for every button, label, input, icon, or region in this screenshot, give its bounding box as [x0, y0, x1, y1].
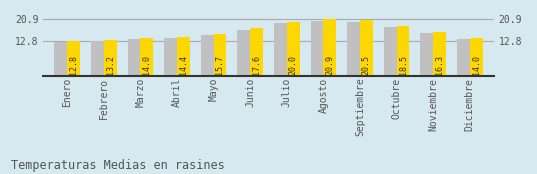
Bar — [237, 30, 250, 76]
Text: Temperaturas Medias en rasines: Temperaturas Medias en rasines — [11, 159, 224, 172]
Bar — [128, 39, 140, 76]
Bar — [91, 41, 104, 76]
Bar — [140, 38, 153, 76]
Text: 20.5: 20.5 — [362, 56, 371, 75]
Bar — [67, 41, 80, 76]
Text: 14.0: 14.0 — [142, 56, 151, 75]
Text: 20.0: 20.0 — [289, 56, 297, 75]
Bar — [214, 34, 227, 76]
Bar — [201, 35, 214, 76]
Bar — [360, 20, 373, 76]
Bar — [274, 23, 287, 76]
Bar — [250, 28, 263, 76]
Bar — [457, 39, 470, 76]
Bar — [397, 26, 409, 76]
Text: 18.5: 18.5 — [398, 56, 408, 75]
Bar — [420, 33, 433, 76]
Text: 20.9: 20.9 — [325, 56, 335, 75]
Bar — [177, 37, 190, 76]
Text: 17.6: 17.6 — [252, 56, 261, 75]
Bar — [104, 40, 117, 76]
Bar — [470, 38, 483, 76]
Bar — [54, 42, 67, 76]
Bar — [384, 27, 397, 76]
Bar — [287, 22, 300, 76]
Text: 12.8: 12.8 — [69, 56, 78, 75]
Text: 15.7: 15.7 — [215, 56, 224, 75]
Text: 16.3: 16.3 — [435, 56, 444, 75]
Bar — [310, 21, 323, 76]
Text: 14.4: 14.4 — [179, 56, 188, 75]
Bar — [433, 32, 446, 76]
Text: 14.0: 14.0 — [471, 56, 481, 75]
Bar — [323, 19, 336, 76]
Text: 13.2: 13.2 — [106, 56, 115, 75]
Bar — [347, 22, 360, 76]
Bar — [164, 38, 177, 76]
